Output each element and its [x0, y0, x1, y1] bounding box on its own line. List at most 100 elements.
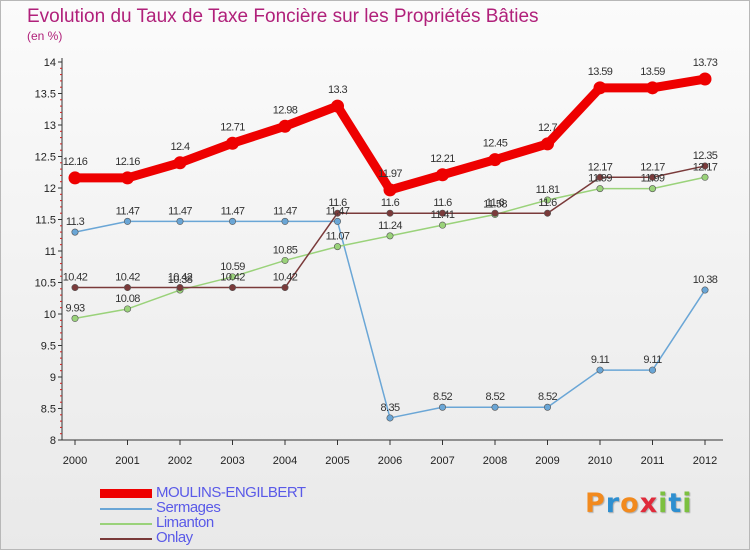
data-label: 10.42: [115, 272, 140, 284]
data-point: [596, 185, 604, 193]
y-tick-label: 8.5: [41, 404, 56, 416]
data-label: 10.42: [273, 272, 298, 284]
logo-letter: r: [605, 488, 621, 519]
series-line-1: [74, 220, 706, 419]
chart-subtitle: (en %): [27, 29, 63, 43]
data-point: [71, 314, 79, 322]
logo-letter: P: [585, 488, 606, 519]
data-label: 11.6: [538, 197, 557, 209]
logo-letter: i: [658, 488, 669, 519]
x-tick-label: 2012: [693, 455, 717, 467]
data-label: 10.42: [220, 272, 245, 284]
legend-label: MOULINS-ENGILBERT: [156, 484, 306, 501]
data-label: 12.35: [693, 150, 718, 162]
data-label: 12.17: [693, 161, 718, 173]
data-label: 12.16: [115, 156, 140, 168]
data-label: 13.59: [640, 66, 665, 78]
data-point: [701, 286, 709, 294]
x-tick-label: 2001: [115, 455, 139, 467]
logo-letter: t: [668, 488, 683, 519]
data-point: [71, 284, 79, 292]
data-point: [543, 403, 551, 411]
data-label: 12.17: [588, 161, 613, 173]
data-point: [229, 273, 237, 281]
data-label: 11.41: [431, 209, 455, 221]
y-tick-label: 14: [44, 57, 56, 69]
y-tick-label: 12.5: [35, 152, 56, 164]
data-label: 10.85: [273, 244, 298, 256]
data-point: [278, 119, 292, 133]
data-label: 10.59: [220, 261, 245, 273]
data-point: [386, 232, 394, 240]
data-label: 13.3: [328, 84, 347, 96]
data-point: [593, 81, 607, 95]
data-point: [173, 156, 187, 170]
data-point: [124, 284, 132, 292]
data-point: [124, 217, 132, 225]
y-tick-label: 9: [50, 372, 56, 384]
data-point: [543, 196, 551, 204]
data-point: [491, 403, 499, 411]
y-tick-label: 9.5: [41, 341, 56, 353]
x-tick-label: 2010: [588, 455, 612, 467]
proxiti-logo: Proxiti: [585, 488, 693, 519]
data-point: [436, 168, 449, 182]
data-point: [71, 228, 79, 236]
data-label: 9.93: [65, 302, 84, 314]
data-label: 12.17: [640, 161, 665, 173]
data-label: 12.4: [170, 141, 189, 153]
data-point: [386, 414, 394, 422]
x-tick-label: 2000: [63, 455, 87, 467]
data-label: 8.52: [433, 391, 452, 403]
y-tick-label: 10: [44, 309, 56, 321]
data-label: 11.47: [221, 205, 245, 217]
data-point: [281, 217, 289, 225]
data-label: 12.21: [430, 153, 455, 165]
data-point: [698, 72, 712, 86]
data-point: [333, 243, 341, 251]
data-point: [333, 209, 341, 217]
data-point: [68, 171, 82, 185]
y-tick-label: 13.5: [35, 89, 56, 101]
x-tick-label: 2008: [483, 455, 507, 467]
legend-swatch: [100, 523, 152, 525]
y-tick-label: 10.5: [35, 278, 56, 290]
data-label: 11.6: [381, 197, 400, 209]
data-point: [331, 99, 344, 113]
data-label: 11.47: [326, 205, 350, 217]
x-tick-label: 2009: [535, 455, 559, 467]
data-point: [488, 153, 502, 167]
x-tick-label: 2005: [325, 455, 349, 467]
data-point: [543, 209, 551, 217]
data-point: [281, 256, 289, 264]
data-label: 11.6: [433, 197, 452, 209]
data-label: 11.6: [486, 197, 505, 209]
y-tick-label: 11.5: [35, 215, 56, 227]
data-label: 11.99: [588, 173, 612, 185]
y-tick-label: 8: [50, 435, 56, 447]
logo-letter: x: [639, 488, 659, 519]
legend-swatch: [100, 538, 152, 540]
data-label: 12.7: [538, 122, 557, 134]
data-point: [596, 366, 604, 374]
x-tick-label: 2002: [168, 455, 192, 467]
data-point: [646, 81, 659, 95]
data-label: 9.11: [591, 354, 610, 366]
data-label: 12.16: [63, 156, 88, 168]
data-point: [333, 217, 341, 225]
chart-title: Evolution du Taux de Taxe Foncière sur l…: [27, 6, 539, 27]
data-label: 11.81: [536, 184, 560, 196]
data-point: [386, 209, 394, 217]
data-point: [491, 209, 499, 217]
logo-letter: o: [620, 488, 640, 519]
data-label: 11.07: [326, 231, 350, 243]
data-label: 11.24: [378, 220, 402, 232]
data-point: [701, 162, 709, 170]
legend-label: Sermages: [156, 499, 221, 516]
data-point: [226, 136, 239, 150]
data-label: 8.52: [485, 391, 504, 403]
data-label: 13.59: [588, 66, 613, 78]
x-tick-label: 2007: [430, 455, 454, 467]
data-label: 11.47: [116, 205, 140, 217]
